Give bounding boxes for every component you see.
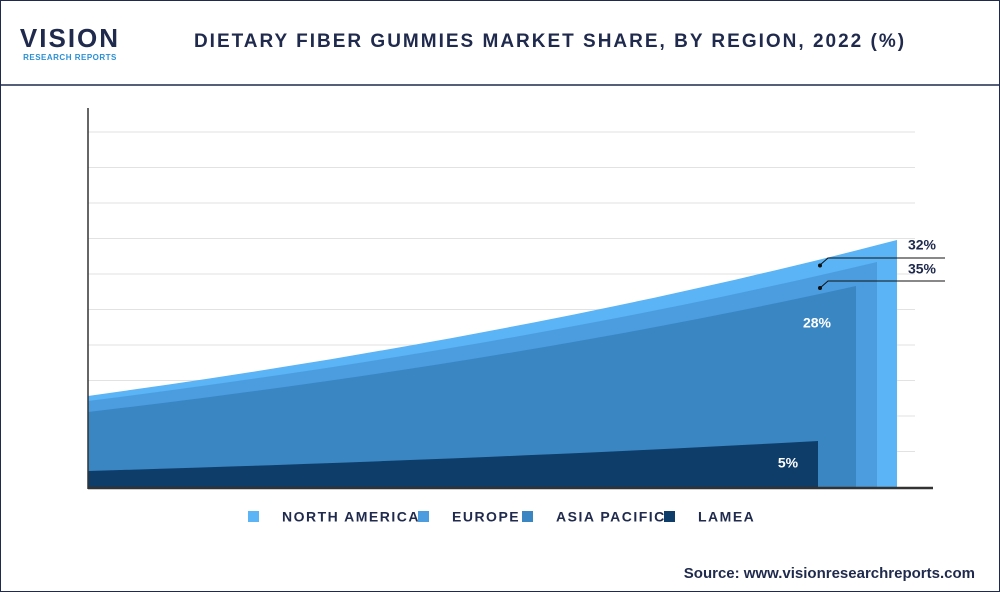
area	[88, 286, 856, 488]
chart-title: DIETARY FIBER GUMMIES MARKET SHARE, BY R…	[194, 31, 906, 52]
legend-swatch	[418, 511, 429, 522]
data-label: 5%	[778, 455, 799, 471]
legend-swatch	[522, 511, 533, 522]
data-label: 32%	[908, 237, 937, 253]
legend-label: ASIA PACIFIC	[556, 509, 666, 525]
legend-swatch	[248, 511, 259, 522]
legend-label: LAMEA	[698, 509, 755, 525]
data-label: 28%	[803, 315, 832, 331]
logo-name: VISION	[20, 23, 120, 53]
source: Source: www.visionresearchreports.com	[684, 565, 975, 582]
logo-tagline: RESEARCH REPORTS	[23, 53, 117, 62]
leader-line	[819, 257, 945, 266]
data-label: 35%	[908, 261, 937, 277]
legend-label: EUROPE	[452, 509, 520, 525]
leader-line	[819, 280, 945, 289]
area	[88, 441, 818, 488]
legend-swatch	[664, 511, 675, 522]
legend-label: NORTH AMERICA	[282, 509, 420, 525]
